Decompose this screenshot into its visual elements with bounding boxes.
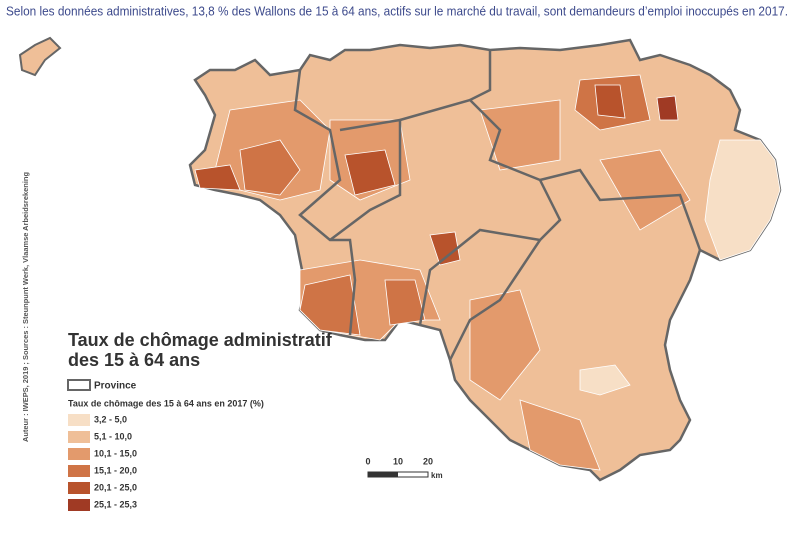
legend-swatch [68, 465, 90, 477]
municipality-patches [194, 74, 781, 471]
province-borders [293, 50, 702, 361]
legend-label: 10,1 - 15,0 [94, 448, 137, 458]
legend-title: des 15 à 64 ans [68, 350, 200, 370]
scale-label: 0 [365, 456, 370, 466]
scale-unit: km [431, 471, 443, 480]
map [18, 36, 782, 482]
legend-swatch [68, 482, 90, 494]
legend-title: Taux de chômage administratif [68, 330, 333, 350]
credit: Auteur : IWEPS, 2019 ; Sources : Steunpu… [21, 172, 30, 442]
scale-bar: 0 10 20 km [365, 456, 442, 480]
legend-swatch [68, 499, 90, 511]
scale-label: 10 [393, 456, 403, 466]
caption: Selon les données administratives, 13,8 … [6, 4, 788, 18]
legend-label: 20,1 - 25,0 [94, 482, 137, 492]
legend-label: 5,1 - 10,0 [94, 431, 132, 441]
legend-label: 25,1 - 25,3 [94, 499, 137, 509]
legend-swatch [68, 414, 90, 426]
province-swatch [67, 379, 91, 391]
legend-swatch [68, 431, 90, 443]
legend-label: Province [94, 381, 137, 392]
legend-label: 15,1 - 20,0 [94, 465, 137, 475]
legend-label: 3,2 - 5,0 [94, 414, 127, 424]
legend-classes: 3,2 - 5,0 5,1 - 10,0 10,1 - 15,0 15,1 - 20,… [68, 414, 137, 511]
legend-subtitle: Taux de chômage des 15 à 64 ans en 2017 … [68, 398, 264, 408]
enclave [18, 36, 62, 77]
legend-swatch [68, 448, 90, 460]
scale-label: 20 [423, 456, 433, 466]
